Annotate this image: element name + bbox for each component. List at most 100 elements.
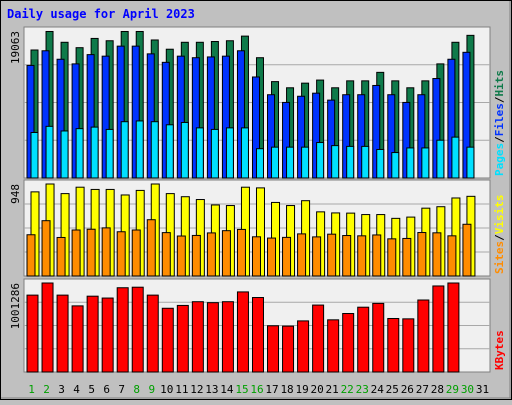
bar-pages-29 — [451, 136, 460, 179]
bar-pages-9 — [150, 121, 159, 179]
bar-sites-28 — [432, 232, 442, 277]
bar-kbytes-28 — [432, 285, 445, 373]
bar-sites-3 — [56, 236, 66, 277]
x-tick-label-1: 1 — [28, 383, 35, 396]
bar-sites-16 — [251, 236, 261, 277]
bar-sites-29 — [447, 235, 457, 277]
x-tick-label-18: 18 — [280, 383, 293, 396]
x-tick-label-22: 22 — [341, 383, 354, 396]
bar-sites-10 — [161, 232, 171, 277]
bar-sites-18 — [282, 236, 292, 277]
bar-sites-11 — [176, 235, 186, 277]
bar-pages-14 — [225, 127, 234, 179]
bar-pages-17 — [271, 146, 280, 179]
bar-sites-12 — [191, 234, 201, 277]
bar-kbytes-8 — [131, 286, 144, 373]
x-tick-label-16: 16 — [250, 383, 263, 396]
bar-pages-12 — [195, 127, 204, 179]
bar-pages-21 — [331, 145, 340, 179]
x-tick-label-13: 13 — [205, 383, 218, 396]
bar-kbytes-14 — [221, 301, 234, 373]
bar-sites-7 — [116, 231, 126, 277]
bar-pages-24 — [376, 148, 385, 179]
x-tick-label-15: 15 — [235, 383, 248, 396]
bar-kbytes-10 — [161, 307, 174, 373]
bar-kbytes-3 — [56, 294, 69, 373]
bar-sites-5 — [86, 228, 96, 277]
x-tick-label-20: 20 — [311, 383, 324, 396]
legend-separator: / — [493, 234, 506, 241]
bar-kbytes-13 — [206, 302, 219, 373]
x-tick-label-25: 25 — [386, 383, 399, 396]
bar-kbytes-23 — [357, 306, 370, 373]
x-tick-label-24: 24 — [371, 383, 385, 396]
legend-label-hits: Hits — [493, 70, 506, 97]
bar-sites-1 — [26, 234, 36, 277]
legend-label-pages: Pages — [493, 143, 506, 176]
bar-sites-21 — [327, 233, 337, 277]
bar-sites-30 — [462, 223, 472, 277]
bar-pages-23 — [361, 145, 370, 179]
x-tick-label-27: 27 — [416, 383, 429, 396]
chart-title: Daily usage for April 2023 — [7, 7, 195, 21]
bar-sites-9 — [146, 219, 156, 277]
bar-kbytes-7 — [116, 287, 129, 373]
legend-label-visits: Visits — [493, 195, 506, 235]
bar-kbytes-25 — [387, 317, 400, 373]
bar-pages-16 — [255, 148, 264, 179]
y-max-label: 19063 — [9, 31, 22, 64]
bar-sites-13 — [206, 232, 216, 277]
bar-sites-25 — [387, 238, 397, 277]
bar-sites-20 — [312, 236, 322, 277]
bar-kbytes-15 — [236, 291, 249, 373]
x-tick-label-7: 7 — [118, 383, 125, 396]
bar-kbytes-12 — [191, 301, 204, 373]
legend-separator: / — [493, 96, 506, 103]
bar-sites-8 — [131, 229, 141, 277]
x-tick-label-4: 4 — [73, 383, 80, 396]
bar-sites-26 — [402, 237, 412, 277]
x-tick-label-5: 5 — [88, 383, 95, 396]
bar-sites-17 — [267, 237, 277, 277]
bar-pages-13 — [210, 128, 219, 179]
bar-kbytes-5 — [86, 295, 99, 373]
bar-kbytes-16 — [251, 297, 264, 373]
bar-pages-6 — [105, 128, 114, 179]
bar-kbytes-29 — [447, 282, 460, 373]
y-max-label: 948 — [9, 184, 22, 204]
bar-pages-3 — [60, 130, 69, 179]
x-tick-label-19: 19 — [295, 383, 308, 396]
bar-sites-23 — [357, 235, 367, 277]
bar-sites-4 — [71, 229, 81, 277]
x-tick-label-23: 23 — [356, 383, 369, 396]
x-tick-label-11: 11 — [175, 383, 188, 396]
bar-kbytes-6 — [101, 297, 114, 373]
x-tick-label-17: 17 — [265, 383, 278, 396]
x-tick-label-14: 14 — [220, 383, 234, 396]
bar-pages-7 — [120, 121, 129, 179]
x-tick-label-21: 21 — [326, 383, 339, 396]
bar-kbytes-26 — [402, 318, 415, 373]
bar-kbytes-19 — [297, 320, 310, 373]
bar-pages-30 — [466, 146, 475, 179]
x-tick-label-31: 31 — [476, 383, 489, 396]
bar-sites-19 — [297, 233, 307, 277]
bar-pages-28 — [436, 139, 445, 179]
bar-pages-20 — [316, 142, 325, 179]
x-tick-label-6: 6 — [103, 383, 110, 396]
legend-hits-files-pages: Pages/Files/Hits — [493, 70, 506, 176]
x-tick-label-30: 30 — [461, 383, 474, 396]
bar-kbytes-24 — [372, 302, 385, 373]
x-tick-label-29: 29 — [446, 383, 459, 396]
x-tick-label-12: 12 — [190, 383, 203, 396]
bar-sites-2 — [41, 220, 51, 277]
bar-pages-11 — [180, 121, 189, 179]
bar-kbytes-9 — [146, 294, 159, 373]
legend-label-kbytes: KBytes — [493, 330, 506, 370]
bar-pages-8 — [135, 120, 144, 179]
bar-kbytes-21 — [327, 319, 340, 373]
bar-pages-2 — [45, 125, 54, 179]
bar-pages-5 — [90, 126, 99, 179]
